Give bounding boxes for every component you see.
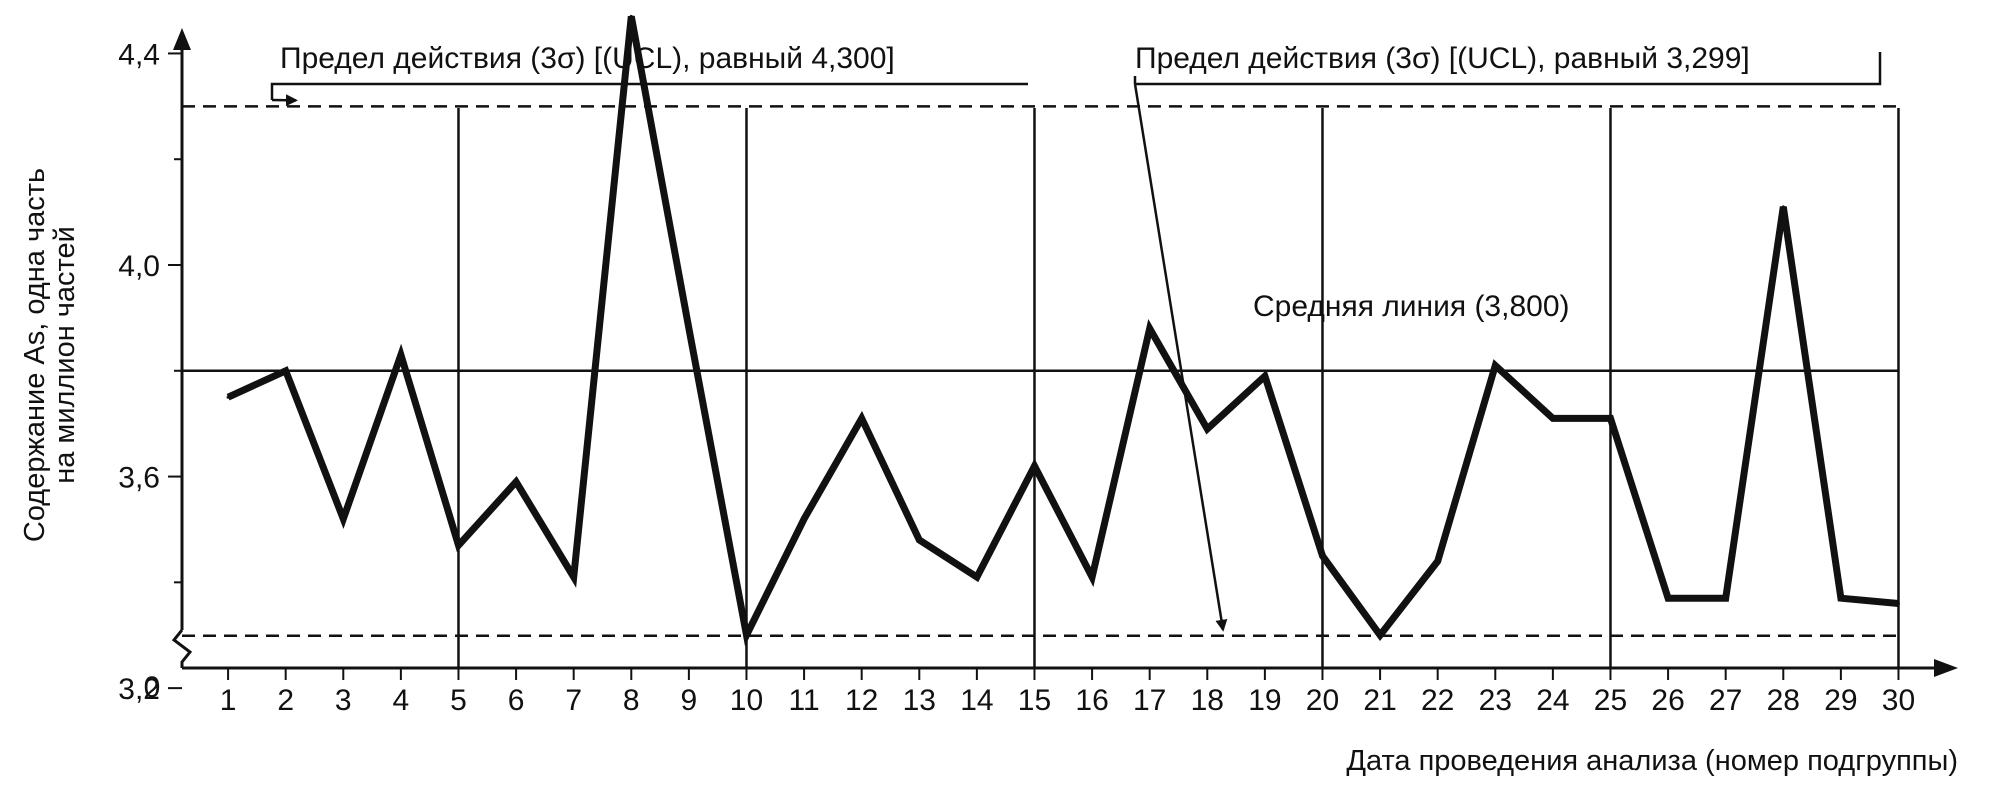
x-tick-label: 1 (220, 684, 237, 717)
data-point (226, 395, 230, 399)
y-axis-title-line-2: на миллион частей (49, 226, 81, 484)
data-point (975, 575, 979, 579)
x-tick-label: 5 (450, 684, 467, 717)
y-tick-label: 3,2 (118, 673, 160, 706)
y-tick-label: 4,4 (118, 38, 160, 71)
data-point (860, 416, 864, 420)
x-tick-label: 4 (393, 684, 410, 717)
x-axis-arrow-icon (1934, 659, 1958, 677)
y-axis-arrow-icon (173, 28, 191, 50)
x-tick-label: 24 (1536, 684, 1569, 717)
x-tick-label: 29 (1824, 684, 1857, 717)
y-axis-title-line-1: Содержание As, одна часть (19, 168, 51, 542)
data-point (1436, 559, 1440, 563)
x-tick-label: 17 (1133, 684, 1166, 717)
data-point (1378, 633, 1382, 637)
y-axis-break-mark (171, 629, 193, 668)
x-tick-label: 28 (1767, 684, 1800, 717)
x-tick-label: 18 (1191, 684, 1224, 717)
lcl-annotation-bracket (1133, 52, 1882, 86)
data-point (1724, 596, 1728, 600)
y-tick-label: 4,0 (118, 250, 160, 283)
data-point (1839, 596, 1843, 600)
data-point (1608, 416, 1612, 420)
x-tick-label: 26 (1651, 684, 1684, 717)
data-point (284, 369, 288, 373)
data-point (1148, 326, 1152, 330)
y-tick-label: 3,6 (118, 462, 160, 495)
data-point (687, 326, 691, 330)
x-tick-label: 7 (565, 684, 582, 717)
ucl-annotation-label: Предел действия (3σ) [(UCL), равный 4,30… (280, 42, 895, 75)
x-tick-label: 10 (730, 684, 763, 717)
x-tick-label: 12 (845, 684, 878, 717)
data-point (1666, 596, 1670, 600)
data-point (917, 538, 921, 542)
data-point (1320, 554, 1324, 558)
data-point (1493, 363, 1497, 367)
x-tick-label: 8 (623, 684, 640, 717)
data-point (572, 575, 576, 579)
data-point (802, 517, 806, 521)
data-point (1896, 601, 1900, 605)
data-point (1781, 205, 1785, 209)
center-line-label: Средняя линия (3,800) (1253, 290, 1570, 323)
x-tick-label: 11 (789, 684, 820, 717)
x-tick-label: 22 (1421, 684, 1454, 717)
x-tick-label: 6 (508, 684, 525, 717)
x-tick-label: 15 (1018, 684, 1051, 717)
x-tick-label: 23 (1479, 684, 1512, 717)
data-point (1032, 464, 1036, 468)
x-tick-label: 30 (1882, 684, 1915, 717)
data-point (629, 14, 633, 18)
x-tick-label: 20 (1306, 684, 1339, 717)
x-tick-label: 3 (335, 684, 352, 717)
lcl-annotation-label: Предел действия (3σ) [(UCL), равный 3,29… (1135, 42, 1750, 75)
x-tick-label: 13 (903, 684, 936, 717)
data-point (399, 353, 403, 357)
x-tick-label: 27 (1709, 684, 1742, 717)
x-tick-label: 25 (1594, 684, 1627, 717)
x-tick-label: 14 (960, 684, 993, 717)
data-point (1551, 416, 1555, 420)
x-tick-label: 9 (681, 684, 698, 717)
data-point (1205, 427, 1209, 431)
data-point (456, 543, 460, 547)
lcl-annotation-arrow (1133, 83, 1228, 632)
x-axis-title: Дата проведения анализа (номер подгруппы… (1346, 745, 1958, 777)
x-tick-label: 16 (1075, 684, 1108, 717)
data-point (1263, 374, 1267, 378)
data-point (514, 480, 518, 484)
x-tick-label: 21 (1363, 684, 1396, 717)
ucl-annotation-bracket (270, 82, 1028, 100)
x-tick-label: 19 (1248, 684, 1281, 717)
data-point (341, 517, 345, 521)
x-tick-label: 2 (277, 684, 294, 717)
y-axis-title: Содержание As, одна часть на миллион час… (19, 168, 81, 542)
data-point (744, 633, 748, 637)
data-point (1090, 575, 1094, 579)
y-origin-label: 0 (144, 671, 161, 704)
data-series-line (226, 15, 1899, 647)
